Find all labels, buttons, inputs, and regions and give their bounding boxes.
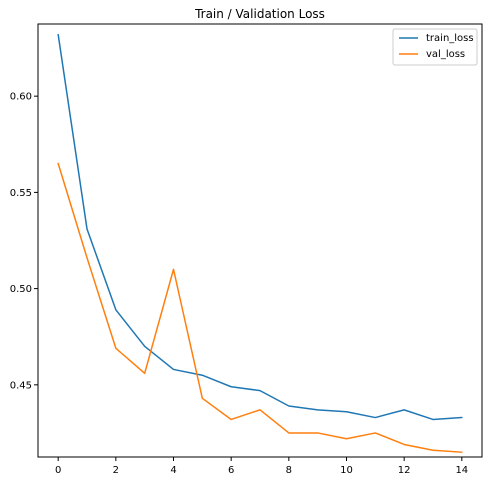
- x-tick-label: 8: [286, 465, 292, 476]
- x-tick-label: 10: [340, 465, 353, 476]
- x-tick-label: 14: [455, 465, 468, 476]
- legend: train_loss val_loss: [393, 29, 477, 65]
- y-tick-label: 0.60: [10, 92, 32, 103]
- legend-label-val-loss: val_loss: [426, 49, 465, 60]
- y-tick-label: 0.55: [10, 188, 32, 199]
- x-tick-label: 0: [55, 465, 61, 476]
- chart-title: Train / Validation Loss: [194, 7, 325, 21]
- y-tick-label: 0.45: [10, 380, 32, 391]
- y-tick-label: 0.50: [10, 284, 32, 295]
- plot-area: [38, 24, 482, 457]
- x-tick-label: 12: [398, 465, 411, 476]
- x-tick-label: 6: [228, 465, 234, 476]
- legend-label-train-loss: train_loss: [426, 33, 474, 44]
- x-tick-label: 4: [170, 465, 176, 476]
- x-tick-label: 2: [113, 465, 119, 476]
